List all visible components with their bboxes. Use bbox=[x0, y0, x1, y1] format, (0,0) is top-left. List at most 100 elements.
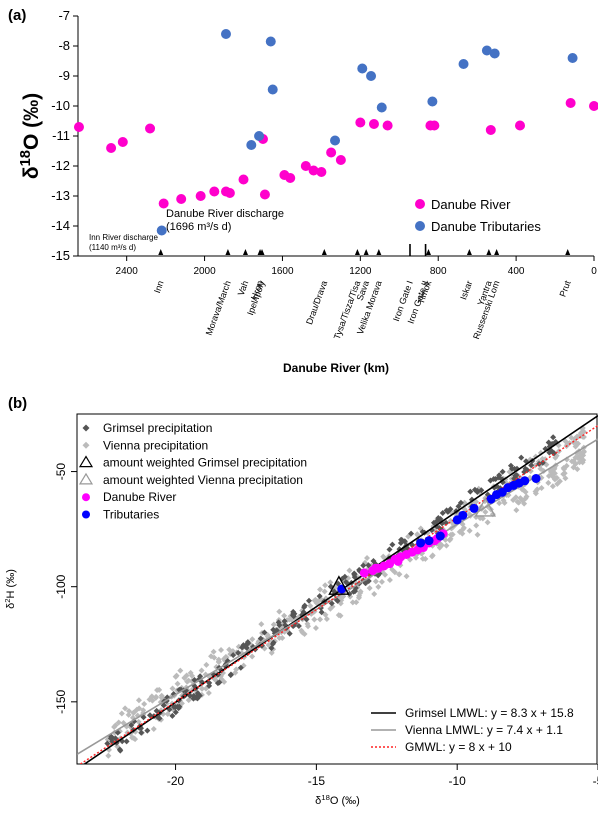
x-tick-label-a: 2400 bbox=[116, 266, 139, 277]
y-tick-label-a: -14 bbox=[51, 218, 70, 233]
vienna-precipitation-point bbox=[118, 710, 125, 717]
vienna-precipitation-point bbox=[447, 517, 454, 524]
y-tick-label-a: -11 bbox=[52, 128, 70, 143]
tributary-point-b bbox=[520, 476, 530, 486]
vienna-precipitation-point bbox=[553, 474, 560, 481]
panel-label-b: (b) bbox=[8, 395, 27, 412]
grimsel-precipitation-point bbox=[305, 597, 312, 604]
vienna-precipitation-point bbox=[188, 678, 195, 685]
vienna-precipitation-point bbox=[389, 566, 396, 573]
grimsel-precipitation-point bbox=[331, 588, 338, 595]
vienna-precipitation-point bbox=[378, 578, 385, 585]
vienna-precipitation-point bbox=[579, 428, 586, 435]
grimsel-precipitation-point bbox=[281, 618, 288, 625]
vienna-precipitation-point bbox=[112, 722, 119, 729]
grimsel-precipitation-point bbox=[468, 496, 475, 503]
vienna-precipitation-point bbox=[115, 719, 122, 726]
vienna-precipitation-point bbox=[482, 508, 489, 515]
y-tick-label-b: -100 bbox=[54, 574, 68, 598]
grimsel-precipitation-point bbox=[295, 623, 302, 630]
vienna-precipitation-point bbox=[105, 752, 112, 759]
vienna-precipitation-point bbox=[523, 493, 530, 500]
grimsel-precipitation-point bbox=[521, 468, 528, 475]
vienna-precipitation-point bbox=[562, 475, 569, 482]
legend-marker-a bbox=[415, 199, 425, 209]
tributary-arrow bbox=[425, 249, 431, 255]
vienna-precipitation-point bbox=[460, 524, 467, 531]
vienna-precipitation-point bbox=[235, 643, 242, 650]
tributary-point-b bbox=[416, 538, 426, 548]
vienna-precipitation-point bbox=[301, 631, 308, 638]
grimsel-precipitation-point bbox=[430, 519, 437, 526]
vienna-precipitation-point bbox=[552, 454, 559, 461]
grimsel-precipitation-point bbox=[286, 630, 293, 637]
grimsel-precipitation-point bbox=[276, 622, 283, 629]
x-tick-label-a: 1200 bbox=[349, 266, 372, 277]
grimsel-precipitation-point bbox=[177, 686, 184, 693]
grimsel-precipitation-point bbox=[270, 639, 277, 646]
danube-river-point bbox=[176, 194, 187, 204]
vienna-precipitation-point bbox=[208, 653, 215, 660]
danube-river-point-b bbox=[393, 556, 403, 566]
tributary-label: Iskar bbox=[458, 279, 474, 301]
vienna-precipitation-point bbox=[484, 519, 491, 526]
vienna-precipitation-point bbox=[414, 531, 421, 538]
grimsel-precipitation-point bbox=[206, 682, 213, 689]
danube-river-point bbox=[565, 98, 576, 108]
grimsel-precipitation-point bbox=[138, 729, 145, 736]
y-tick-label-b: -150 bbox=[54, 690, 68, 714]
danube-tributary-point bbox=[330, 135, 341, 146]
tributary-label: Timok bbox=[416, 279, 434, 306]
vienna-precipitation-point bbox=[578, 453, 585, 460]
vienna-precipitation-point bbox=[561, 466, 568, 473]
grimsel-precipitation-point bbox=[187, 692, 194, 699]
danube-river-point bbox=[429, 120, 440, 131]
danube-tributary-point bbox=[376, 102, 387, 113]
grimsel-precipitation-point bbox=[317, 605, 324, 612]
grimsel-precipitation-point bbox=[176, 703, 183, 710]
vienna-precipitation-point bbox=[346, 567, 353, 574]
vienna-precipitation-point bbox=[574, 466, 581, 473]
vienna-precipitation-point bbox=[386, 577, 393, 584]
vienna-precipitation-point bbox=[520, 486, 527, 493]
legend-line-label-b: GMWL: y = 8 x + 10 bbox=[405, 740, 512, 754]
annotation-danube-discharge: Danube River discharge bbox=[166, 208, 284, 220]
tributary-label: Inn bbox=[152, 279, 166, 294]
grimsel-precipitation-point bbox=[194, 692, 201, 699]
danube-tributary-point bbox=[156, 225, 167, 236]
grimsel-precipitation-point bbox=[499, 479, 506, 486]
vienna-precipitation-point bbox=[372, 578, 379, 585]
vienna-precipitation-point bbox=[249, 636, 256, 643]
danube-tributary-point bbox=[567, 53, 578, 63]
vienna-precipitation-point bbox=[169, 685, 176, 692]
x-axis-label-a: Danube River (km) bbox=[283, 361, 389, 375]
grimsel-precipitation-point bbox=[435, 514, 442, 521]
danube-river-point bbox=[589, 101, 598, 111]
vienna-precipitation-point bbox=[311, 616, 318, 623]
vienna-precipitation-point bbox=[221, 678, 228, 685]
grimsel-precipitation-point bbox=[444, 508, 451, 515]
vienna-precipitation-point bbox=[364, 554, 371, 561]
vienna-precipitation-point bbox=[299, 629, 306, 636]
vienna-precipitation-point bbox=[174, 680, 181, 687]
grimsel-precipitation-point bbox=[164, 694, 171, 701]
tributary-point-b bbox=[424, 536, 434, 546]
annotation-inn-discharge-value: (1140 m³/s d) bbox=[89, 243, 136, 252]
grimsel-precipitation-point bbox=[128, 722, 135, 729]
vienna-precipitation-point bbox=[203, 661, 210, 668]
legend-marker-b bbox=[78, 472, 94, 485]
grimsel-precipitation-point bbox=[408, 530, 415, 537]
vienna-precipitation-point bbox=[337, 612, 344, 619]
vienna-precipitation-point bbox=[321, 588, 328, 595]
grimsel-precipitation-point bbox=[539, 459, 546, 466]
grimsel-precipitation-point bbox=[243, 644, 250, 651]
danube-tributary-point bbox=[357, 63, 368, 74]
water-line-1 bbox=[77, 438, 598, 756]
vienna-precipitation-point bbox=[249, 653, 256, 660]
grimsel-precipitation-point bbox=[522, 465, 529, 472]
grimsel-precipitation-point bbox=[227, 672, 234, 679]
vienna-precipitation-point bbox=[475, 485, 482, 492]
grimsel-precipitation-point bbox=[191, 676, 198, 683]
tributary-point-b bbox=[435, 531, 445, 541]
grimsel-precipitation-point bbox=[160, 702, 167, 709]
